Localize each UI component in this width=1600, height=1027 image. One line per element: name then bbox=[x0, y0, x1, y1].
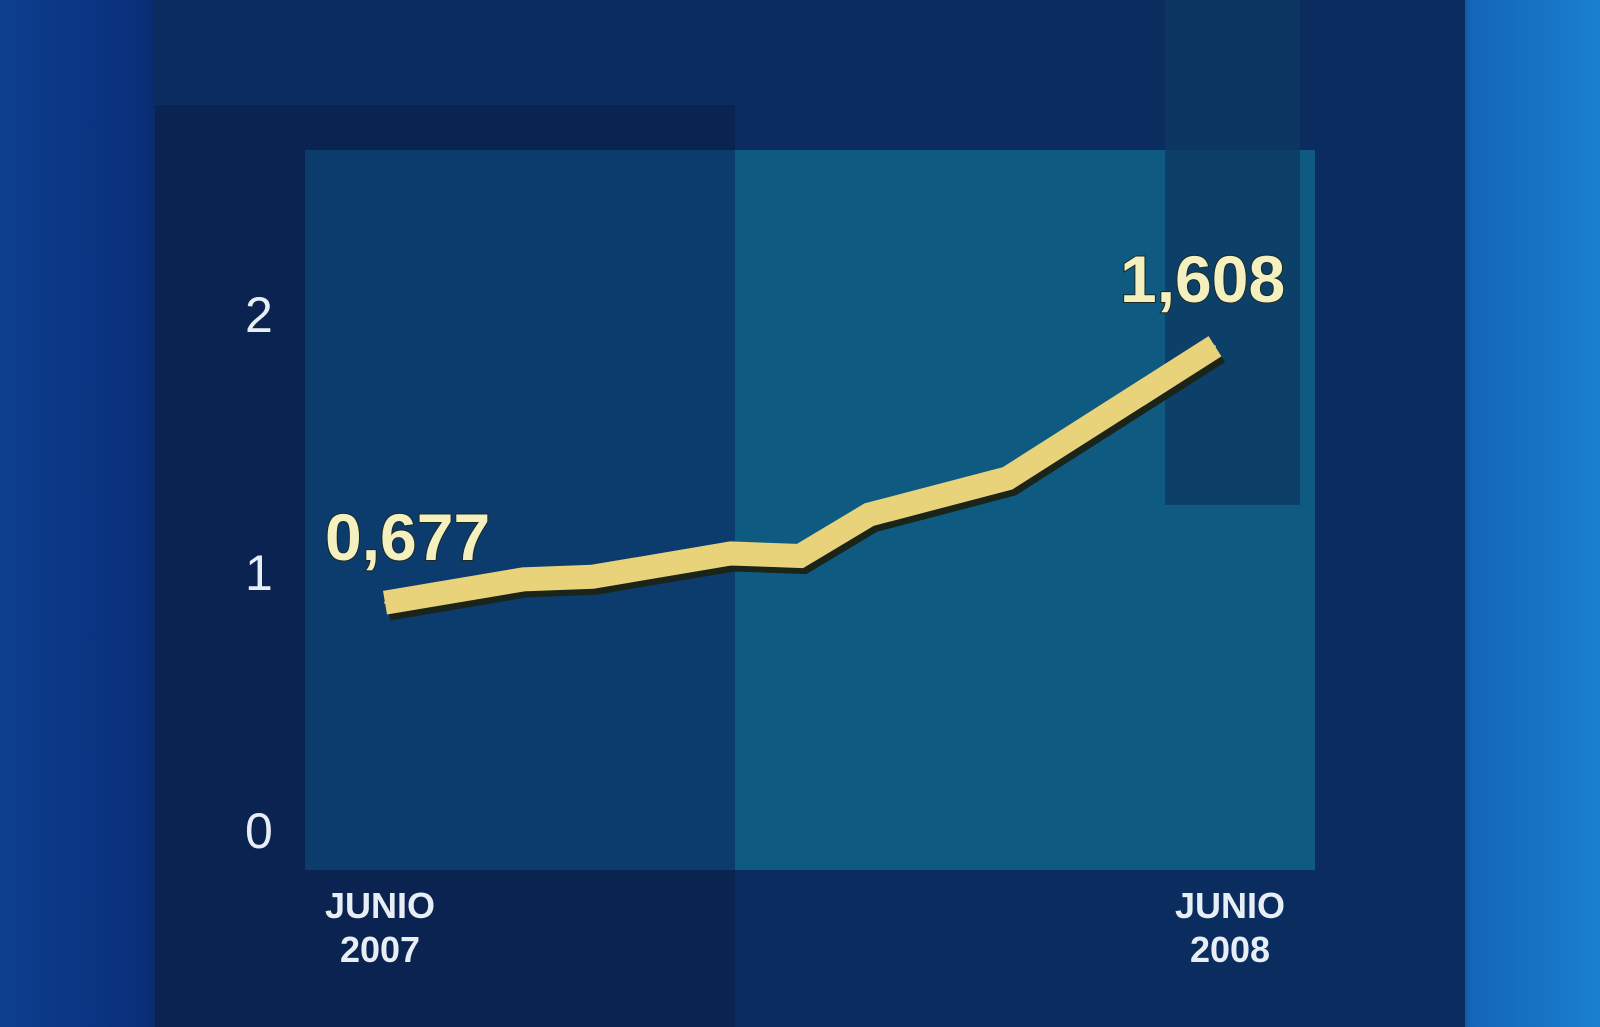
data-point bbox=[591, 575, 594, 578]
annotation-start: 0,677 bbox=[325, 500, 490, 574]
x-label-start-month: JUNIO bbox=[325, 885, 435, 926]
y-tick-0: 0 bbox=[245, 803, 273, 859]
data-point bbox=[868, 513, 871, 516]
x-label-end-year: 2008 bbox=[1190, 929, 1270, 970]
y-tick-1: 1 bbox=[245, 545, 273, 601]
data-point bbox=[384, 601, 386, 604]
y-tick-2: 2 bbox=[245, 287, 273, 343]
data-point bbox=[522, 578, 525, 581]
data-point bbox=[799, 555, 801, 558]
x-label-end-month: JUNIO bbox=[1175, 885, 1285, 926]
plot-highlight bbox=[1165, 0, 1300, 505]
data-point bbox=[729, 552, 732, 555]
plot-area-left bbox=[305, 150, 735, 870]
series-line bbox=[383, 336, 1222, 615]
data-point bbox=[1214, 345, 1216, 348]
data-point bbox=[1006, 477, 1009, 480]
x-label-start-year: 2007 bbox=[340, 929, 420, 970]
annotation-end: 1,608 bbox=[1120, 242, 1285, 316]
